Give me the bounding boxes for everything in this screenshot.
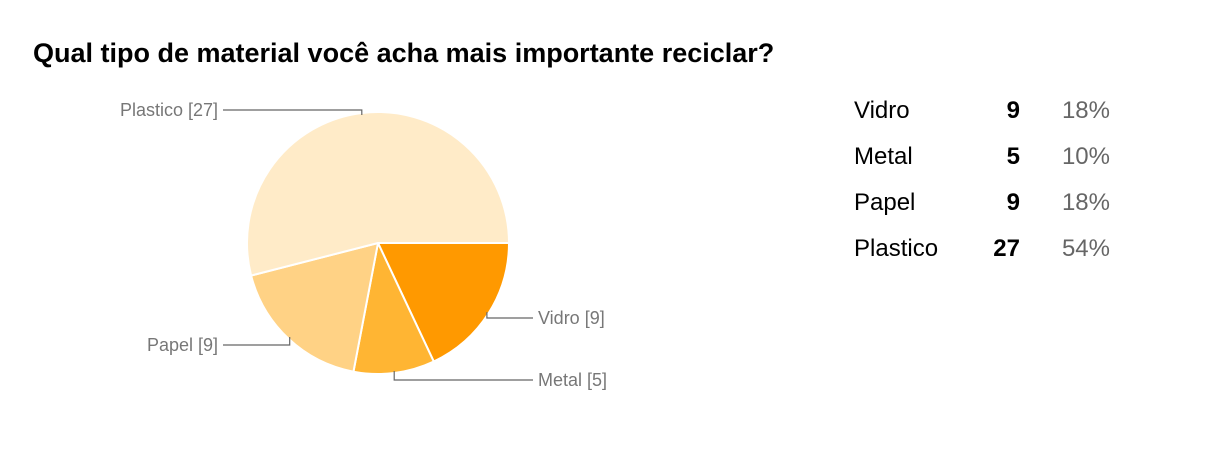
summary-row: Plastico 27 54% bbox=[845, 226, 1110, 272]
pie-slice-vidro bbox=[376, 242, 511, 363]
pie-slice-papel bbox=[249, 241, 380, 373]
summary-count: 27 bbox=[993, 235, 1020, 262]
leader-line-metal bbox=[393, 371, 533, 381]
label-leader-lines bbox=[223, 109, 533, 381]
response-summary-table: Vidro 9 18% Metal 5 10% Papel 9 18% Plas… bbox=[845, 88, 1110, 272]
summary-row: Metal 5 10% bbox=[845, 134, 1110, 180]
summary-count: 9 bbox=[1006, 189, 1020, 216]
leader-line-vidro bbox=[486, 312, 533, 319]
pie-slices bbox=[246, 111, 511, 375]
summary-percent: 10% bbox=[1061, 143, 1110, 170]
summary-count: 5 bbox=[1006, 143, 1020, 170]
summary-category: Plastico bbox=[854, 235, 939, 262]
chart-title: Qual tipo de material você acha mais imp… bbox=[33, 38, 775, 68]
slice-labels: Vidro [9] Metal [5] Papel [9] Plastico [27] bbox=[120, 100, 607, 390]
summary-category: Vidro bbox=[854, 97, 910, 124]
slice-label-papel: Papel [9] bbox=[147, 335, 218, 355]
slice-label-vidro: Vidro [9] bbox=[538, 308, 605, 328]
summary-percent: 18% bbox=[1061, 97, 1110, 124]
slice-label-plastico: Plastico [27] bbox=[120, 100, 218, 120]
summary-row: Vidro 9 18% bbox=[845, 88, 1110, 134]
leader-line-plastico bbox=[223, 109, 363, 115]
summary-row: Papel 9 18% bbox=[845, 180, 1110, 226]
summary-category: Papel bbox=[854, 189, 916, 216]
summary-category: Metal bbox=[854, 143, 913, 170]
leader-line-papel bbox=[223, 337, 291, 346]
summary-count: 9 bbox=[1006, 97, 1020, 124]
summary-percent: 18% bbox=[1061, 189, 1110, 216]
summary-percent: 54% bbox=[1061, 235, 1110, 262]
slice-label-metal: Metal [5] bbox=[538, 370, 607, 390]
pie-chart: Vidro [9] Metal [5] Papel [9] Plastico [27] bbox=[120, 100, 607, 390]
